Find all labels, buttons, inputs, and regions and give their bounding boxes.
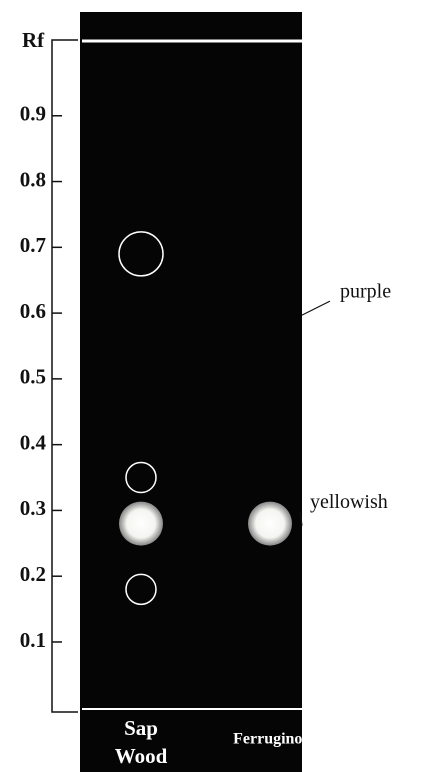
y-tick-label: 0.2	[20, 562, 46, 586]
y-tick-label: 0.7	[20, 233, 46, 257]
annotation: purple	[340, 281, 391, 303]
y-tick-label: 0.5	[20, 365, 46, 389]
spot	[248, 502, 292, 546]
y-tick-label: 0.3	[20, 496, 46, 520]
tlc-figure: Rf 0.1 0.2 0.3 0.4 0.5 0.6 0.7 0.8 0.9 Sap Wood Fer…	[0, 0, 422, 772]
y-tick-label: 0.8	[20, 167, 46, 191]
spot	[119, 502, 163, 546]
lane-label: Wood	[115, 744, 168, 768]
y-tick-label: 0.9	[20, 102, 46, 126]
axis-label: Rf	[22, 28, 45, 52]
y-tick-label: 0.6	[20, 299, 46, 323]
y-tick-label: 0.4	[20, 430, 47, 454]
plate	[80, 12, 302, 772]
y-tick-label: 0.1	[20, 628, 46, 652]
axis-bracket	[52, 40, 78, 712]
page: Rf 0.1 0.2 0.3 0.4 0.5 0.6 0.7 0.8 0.9 Sap Wood Fer…	[0, 0, 422, 772]
lane-label: Sap	[124, 716, 158, 740]
lane-label: Ferruginol	[233, 731, 307, 748]
annotation-leader	[302, 301, 330, 315]
annotation: yellowish	[310, 491, 388, 513]
